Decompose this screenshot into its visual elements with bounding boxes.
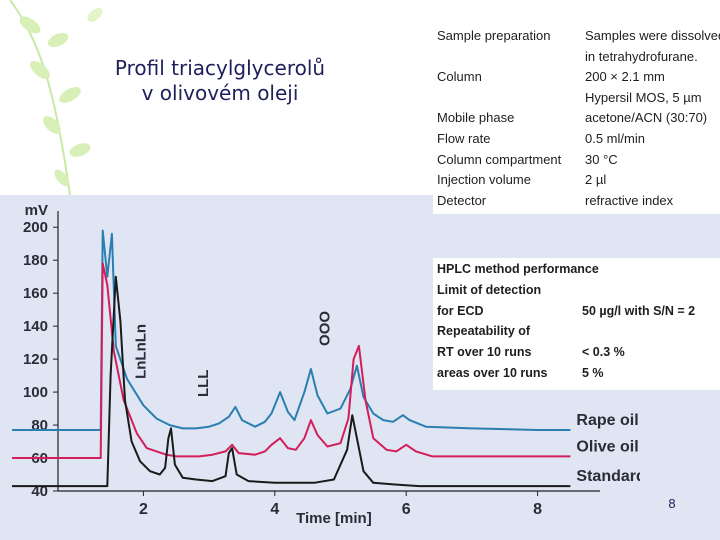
series-legend-label: Olive oil (576, 438, 638, 455)
prep-table-label: Mobile phase (437, 110, 515, 126)
prep-table-value: 2 µl (585, 172, 607, 188)
y-tick-label: 80 (31, 417, 48, 434)
prep-table-label: Sample preparation (437, 28, 551, 43)
x-tick-label: 6 (402, 501, 411, 518)
perf-table-label: HPLC method performance (437, 262, 599, 276)
prep-table-label: Column compartment (437, 151, 562, 167)
perf-table-value: < 0.3 % (582, 345, 625, 360)
page-number: 8 (668, 496, 676, 511)
slide-title-line2: v olivovém oleji (141, 81, 299, 105)
method-performance-table: HPLC method performance Limit of detectio… (433, 258, 720, 390)
series-line (12, 229, 571, 431)
series-line (12, 275, 571, 488)
y-tick-label: 40 (31, 483, 48, 500)
peak-label: LnLnLn (133, 324, 150, 379)
x-tick-label: 2 (139, 501, 148, 518)
series-legend-label: Rape oil (576, 412, 638, 429)
y-axis-label: mV (25, 202, 48, 219)
perf-table-value: 5 % (582, 366, 604, 380)
x-axis-label: Time [min] (296, 510, 372, 527)
prep-table-label: Column (437, 69, 482, 85)
slide-title-line1: Profil triacylglycerolů (114, 56, 326, 80)
y-tick-label: 180 (23, 252, 48, 269)
prep-table-label: Detector (437, 192, 487, 208)
y-tick-label: 160 (23, 285, 48, 302)
prep-table-value: 200 × 2.1 mm (585, 69, 665, 85)
prep-table-value: refractive index (585, 192, 674, 208)
y-tick-label: 120 (23, 351, 48, 368)
x-tick-label: 8 (533, 501, 542, 518)
y-tick-label: 100 (23, 384, 48, 401)
perf-table-value: 50 µg/l with S/N = 2 (582, 303, 696, 318)
prep-table-value: 30 °C (585, 151, 618, 167)
perf-table-label: RT over 10 runs (437, 345, 532, 360)
y-tick-label: 200 (23, 219, 48, 236)
peak-label: LLL (195, 370, 212, 398)
perf-table-label: for ECD (437, 303, 484, 318)
series-legend-label: Standard (576, 468, 640, 485)
prep-table-value: in tetrahydrofurane. (585, 48, 698, 64)
prep-table-value: Hypersil MOS, 5 µm (585, 89, 702, 105)
prep-table-value: 0.5 ml/min (585, 131, 645, 146)
leaf-branch-decoration (9, 0, 103, 196)
prep-table-value: acetone/ACN (30:70) (585, 110, 708, 126)
slide-title: Profil triacylglycerolů v olivovém oleji (70, 56, 370, 106)
series-line (12, 262, 571, 459)
prep-table-label: Injection volume (437, 172, 531, 188)
peak-label: OOO (317, 311, 334, 346)
perf-table-label: Repeatability of (437, 324, 531, 339)
x-tick-label: 4 (270, 501, 279, 518)
y-tick-label: 140 (23, 318, 48, 335)
sample-preparation-table: Sample preparation Samples were dissolved… (433, 14, 720, 214)
prep-table-label: Flow rate (437, 131, 491, 146)
perf-table-label: Limit of detection (437, 282, 542, 297)
prep-table-value: Samples were dissolved (585, 28, 720, 43)
perf-table-label: areas over 10 runs (437, 366, 548, 380)
